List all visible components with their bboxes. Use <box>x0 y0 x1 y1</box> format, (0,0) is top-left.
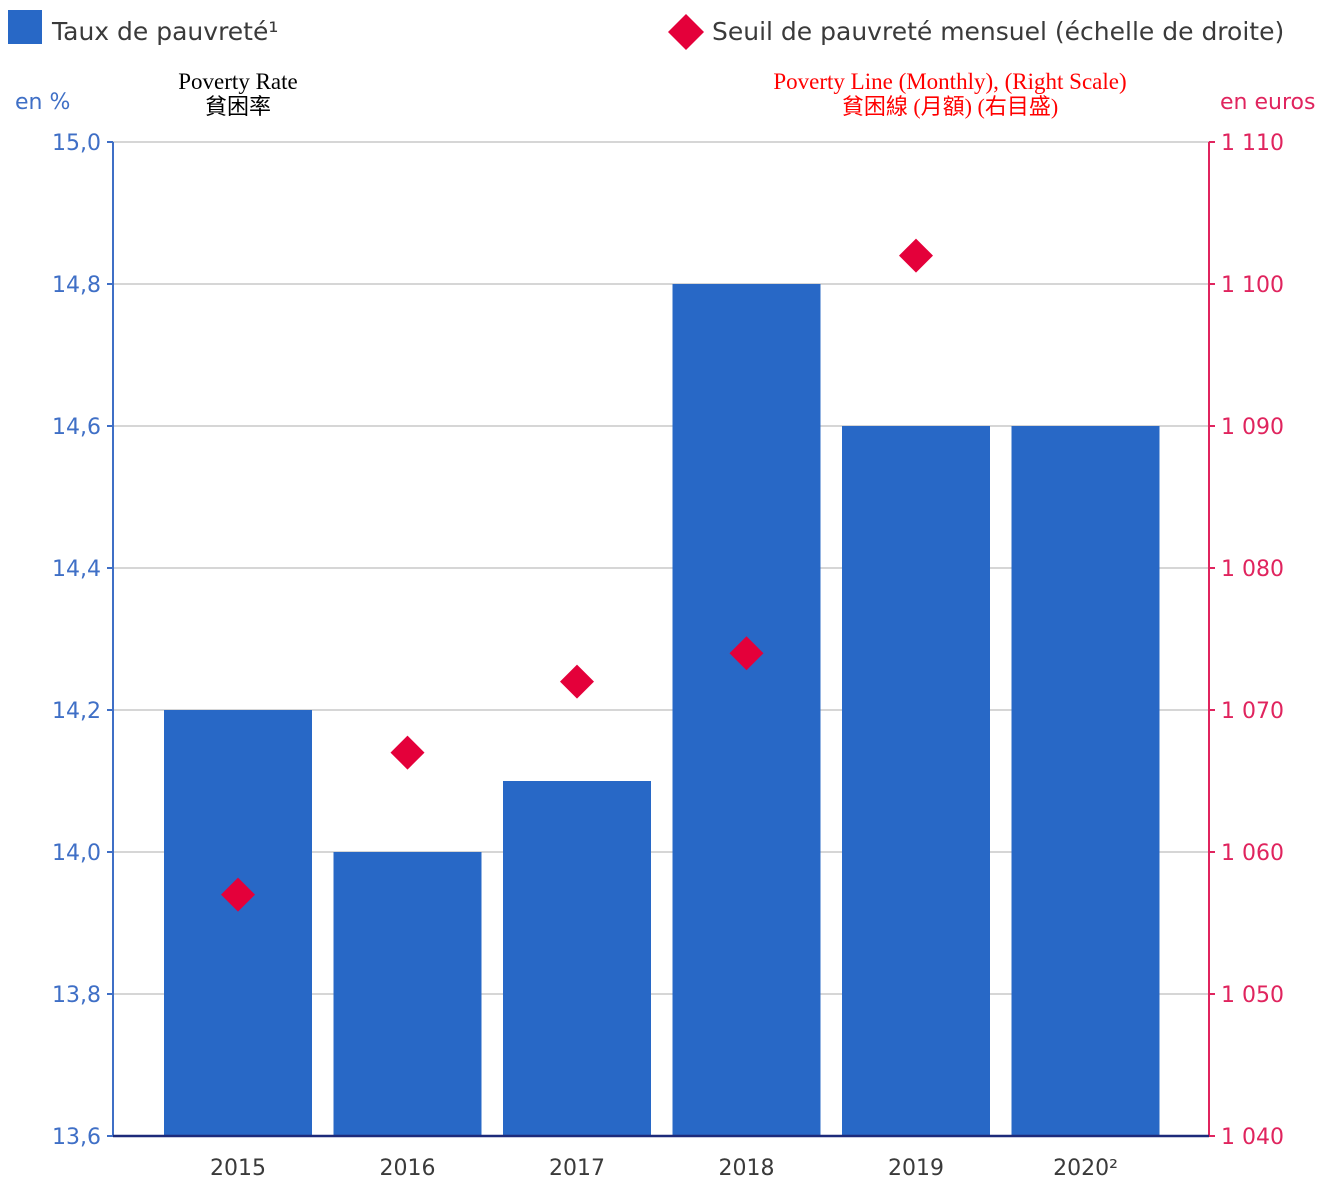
axes <box>112 142 1210 1138</box>
right-tick-label: 1 100 <box>1221 273 1284 298</box>
left-tick-label: 13,6 <box>52 1125 101 1150</box>
right-tick-label: 1 090 <box>1221 415 1284 440</box>
poverty-line-marker <box>560 664 594 699</box>
right-axis-unit: en euros <box>1220 90 1315 115</box>
right-tick-label: 1 080 <box>1221 557 1284 582</box>
x-tick-label: 2017 <box>549 1156 605 1181</box>
annotation-marker-english: Poverty Line (Monthly), (Right Scale) <box>773 69 1126 94</box>
annotation-marker-japanese: 貧困線 (月額) (右目盛) <box>842 94 1058 119</box>
legend: Taux de pauvreté¹ Seuil de pauvreté mens… <box>8 10 1284 50</box>
legend-bar-swatch <box>8 10 42 44</box>
annotations: Poverty Rate 貧困率 Poverty Line (Monthly),… <box>178 69 1126 119</box>
right-tick-label: 1 050 <box>1221 983 1284 1008</box>
left-tick-label: 14,4 <box>52 557 101 582</box>
left-axis-ticks: 13,6 13,8 14,0 14,2 14,4 14,6 14,8 15,0 <box>52 131 113 1150</box>
x-tick-label: 2015 <box>210 1156 266 1181</box>
right-axis-ticks: 1 040 1 050 1 060 1 070 1 080 1 090 1 100 1 110 <box>1209 131 1284 1150</box>
poverty-line-marker <box>729 636 764 671</box>
poverty-line-marker <box>221 877 255 912</box>
left-tick-label: 14,8 <box>52 273 101 298</box>
left-tick-label: 13,8 <box>52 983 101 1008</box>
x-axis-ticks: 2015 2016 2017 2018 2019 2020² <box>210 1156 1118 1181</box>
poverty-line-marker <box>390 735 425 770</box>
left-tick-label: 14,0 <box>52 841 101 866</box>
bar <box>333 852 482 1136</box>
left-axis-unit: en % <box>15 90 70 115</box>
bars <box>164 284 1160 1136</box>
legend-bar-label: Taux de pauvreté¹ <box>51 17 278 46</box>
bar <box>503 781 651 1136</box>
left-tick-label: 15,0 <box>52 131 101 156</box>
bar <box>1011 426 1160 1136</box>
bar <box>842 426 990 1136</box>
x-tick-label: 2020² <box>1053 1156 1118 1181</box>
left-tick-label: 14,2 <box>52 699 101 724</box>
right-tick-label: 1 060 <box>1221 841 1284 866</box>
bar <box>164 710 312 1136</box>
x-tick-label: 2016 <box>380 1156 436 1181</box>
annotation-bar-japanese: 貧困率 <box>205 94 271 119</box>
right-tick-label: 1 070 <box>1221 699 1284 724</box>
x-tick-label: 2019 <box>888 1156 944 1181</box>
right-tick-label: 1 110 <box>1221 131 1284 156</box>
markers <box>221 238 933 912</box>
legend-marker-icon <box>668 14 704 50</box>
right-tick-label: 1 040 <box>1221 1125 1284 1150</box>
left-tick-label: 14,6 <box>52 415 101 440</box>
poverty-line-marker <box>899 238 933 273</box>
bar <box>672 284 821 1136</box>
legend-marker-label: Seuil de pauvreté mensuel (échelle de dr… <box>712 17 1284 46</box>
annotation-bar-english: Poverty Rate <box>178 69 297 94</box>
x-tick-label: 2018 <box>719 1156 775 1181</box>
